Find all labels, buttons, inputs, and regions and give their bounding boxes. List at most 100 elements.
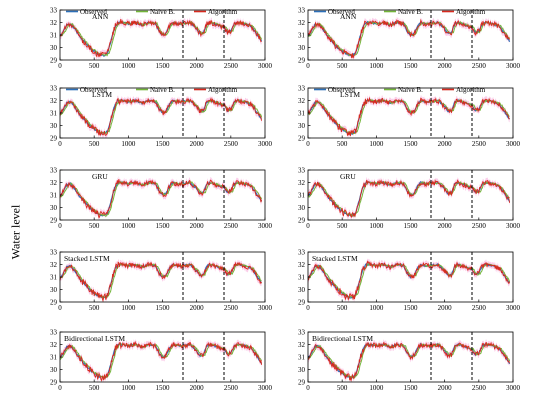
y-tick-label: 33 bbox=[298, 248, 306, 256]
y-tick-label: 30 bbox=[50, 204, 58, 212]
x-tick-label: 1000 bbox=[369, 140, 384, 148]
confidence-band bbox=[308, 95, 510, 138]
y-tick-label: 31 bbox=[50, 109, 58, 117]
x-tick-label: 1000 bbox=[369, 222, 384, 230]
x-tick-label: 500 bbox=[337, 140, 348, 148]
x-tick-label: 2000 bbox=[438, 140, 453, 148]
y-tick-label: 31 bbox=[50, 191, 58, 199]
x-tick-label: 3000 bbox=[506, 222, 521, 230]
y-tick-label: 32 bbox=[298, 97, 306, 105]
y-tick-label: 33 bbox=[298, 328, 306, 336]
y-tick-label: 32 bbox=[50, 341, 58, 349]
x-tick-label: 0 bbox=[306, 304, 310, 312]
chart-panel: 29 30 31 32 33 0 500 1000 1500 2000 2500 3000 Stacke… bbox=[298, 248, 521, 312]
x-tick-label: 1500 bbox=[404, 222, 419, 230]
x-tick-label: 3000 bbox=[506, 304, 521, 312]
x-tick-label: 500 bbox=[89, 140, 100, 148]
legend-label: Naive B. bbox=[150, 8, 175, 16]
y-tick-label: 29 bbox=[50, 378, 58, 386]
panel-title: Bidirectional LSTM bbox=[312, 334, 373, 343]
x-tick-label: 2500 bbox=[224, 384, 239, 392]
panel-title: GRU bbox=[340, 172, 356, 181]
x-tick-label: 2500 bbox=[472, 384, 487, 392]
x-tick-label: 1500 bbox=[156, 304, 171, 312]
y-tick-label: 30 bbox=[298, 366, 306, 374]
x-tick-label: 2500 bbox=[224, 304, 239, 312]
y-tick-label: 32 bbox=[50, 19, 58, 27]
y-tick-label: 33 bbox=[50, 84, 58, 92]
y-tick-label: 33 bbox=[298, 6, 306, 14]
legend-label: Algorithm bbox=[456, 8, 486, 16]
y-tick-label: 30 bbox=[298, 44, 306, 52]
series-algorithm-line bbox=[59, 340, 263, 382]
y-tick-label: 33 bbox=[50, 6, 58, 14]
y-tick-label: 33 bbox=[50, 166, 58, 174]
panel-title: Bidirectional LSTM bbox=[64, 334, 125, 343]
y-tick-label: 32 bbox=[298, 179, 306, 187]
x-tick-label: 3000 bbox=[258, 304, 273, 312]
y-tick-label: 29 bbox=[50, 216, 58, 224]
x-tick-label: 1000 bbox=[369, 384, 384, 392]
legend-label: Naive B. bbox=[398, 86, 423, 94]
series-algorithm-line bbox=[59, 261, 262, 303]
series-naive-line bbox=[59, 343, 263, 379]
series-naive-line bbox=[59, 180, 263, 217]
x-tick-label: 1500 bbox=[156, 384, 171, 392]
x-tick-label: 2500 bbox=[472, 222, 487, 230]
chart-panel: 29 30 31 32 33 0 500 1000 1500 2000 2500 3000 LSTMOb… bbox=[298, 84, 521, 148]
y-tick-label: 31 bbox=[298, 31, 306, 39]
x-tick-label: 1500 bbox=[156, 140, 171, 148]
y-tick-label: 29 bbox=[50, 298, 58, 306]
x-tick-label: 0 bbox=[306, 222, 310, 230]
y-tick-label: 29 bbox=[298, 134, 306, 142]
x-tick-label: 500 bbox=[337, 384, 348, 392]
y-tick-label: 31 bbox=[298, 353, 306, 361]
legend-label: Algorithm bbox=[208, 86, 238, 94]
panel-title: LSTM bbox=[340, 90, 360, 99]
y-tick-label: 32 bbox=[50, 179, 58, 187]
confidence-band bbox=[60, 16, 262, 60]
x-tick-label: 3000 bbox=[506, 140, 521, 148]
x-tick-label: 3000 bbox=[258, 140, 273, 148]
confidence-band bbox=[60, 176, 262, 220]
y-tick-label: 33 bbox=[298, 166, 306, 174]
x-tick-label: 1000 bbox=[121, 304, 136, 312]
y-tick-label: 30 bbox=[50, 44, 58, 52]
x-tick-label: 2000 bbox=[190, 222, 205, 230]
x-tick-label: 2000 bbox=[438, 222, 453, 230]
x-tick-label: 2000 bbox=[190, 62, 205, 70]
y-tick-label: 29 bbox=[298, 298, 306, 306]
x-tick-label: 3000 bbox=[506, 384, 521, 392]
y-tick-label: 31 bbox=[50, 31, 58, 39]
x-tick-label: 2000 bbox=[438, 304, 453, 312]
x-tick-label: 3000 bbox=[506, 62, 521, 70]
series-algorithm-line bbox=[307, 341, 511, 382]
series-algorithm-line bbox=[307, 96, 510, 137]
x-tick-label: 2500 bbox=[224, 140, 239, 148]
y-tick-label: 33 bbox=[298, 84, 306, 92]
y-tick-label: 30 bbox=[50, 286, 58, 294]
confidence-band bbox=[60, 95, 262, 138]
legend-label: Algorithm bbox=[456, 86, 486, 94]
series-algorithm-line bbox=[59, 179, 263, 219]
chart-panel: 29 30 31 32 33 0 500 1000 1500 2000 2500 3000 GRU bbox=[50, 166, 273, 230]
chart-panel: 29 30 31 32 33 0 500 1000 1500 2000 2500 3000 GRU bbox=[298, 166, 521, 230]
x-tick-label: 1000 bbox=[121, 384, 136, 392]
x-tick-label: 2500 bbox=[472, 62, 487, 70]
confidence-band bbox=[308, 176, 510, 220]
x-tick-label: 0 bbox=[58, 222, 62, 230]
x-tick-label: 500 bbox=[89, 222, 100, 230]
x-tick-label: 500 bbox=[337, 304, 348, 312]
y-tick-label: 31 bbox=[50, 273, 58, 281]
y-tick-label: 32 bbox=[50, 261, 58, 269]
confidence-band bbox=[60, 339, 262, 382]
y-tick-label: 33 bbox=[50, 328, 58, 336]
legend-label: Naive B. bbox=[398, 8, 423, 16]
y-tick-label: 30 bbox=[298, 122, 306, 130]
x-tick-label: 2000 bbox=[438, 62, 453, 70]
x-tick-label: 1000 bbox=[369, 62, 384, 70]
y-tick-label: 31 bbox=[298, 109, 306, 117]
x-tick-label: 0 bbox=[306, 384, 310, 392]
x-tick-label: 500 bbox=[337, 222, 348, 230]
y-tick-label: 31 bbox=[298, 191, 306, 199]
